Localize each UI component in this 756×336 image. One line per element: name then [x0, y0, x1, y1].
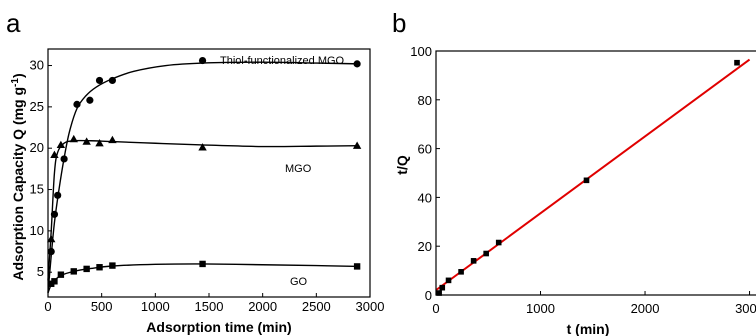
- fit-line: [436, 60, 750, 291]
- y-tick-label: 40: [418, 190, 432, 205]
- data-point: [199, 57, 206, 64]
- data-point: [584, 178, 590, 184]
- panel-a-ticks: 0 500 1000 1500 2000 2500 3000 5 10 15 20 25 30: [30, 58, 385, 314]
- data-point: [108, 136, 116, 143]
- fit-curve: [48, 141, 359, 281]
- data-point: [48, 248, 55, 255]
- y-tick-label: 5: [37, 264, 44, 279]
- panel-a-x-axis-title: Adsorption time (min): [146, 319, 291, 335]
- x-tick-label: 3000: [356, 299, 385, 314]
- x-tick-label: 0: [44, 299, 51, 314]
- y-tick-label: 80: [418, 93, 432, 108]
- panel-b-x-axis-title: t (min): [567, 321, 610, 336]
- panel-a-y-axis-title: Adsorption Capacity Q (mg g-1): [10, 73, 26, 280]
- panel-b-letter: b: [392, 8, 406, 38]
- data-point: [71, 268, 77, 274]
- data-point: [95, 139, 103, 146]
- x-tick-label: 2500: [302, 299, 331, 314]
- y-tick-label: 25: [30, 99, 44, 114]
- data-point: [54, 192, 61, 199]
- data-point: [96, 264, 102, 270]
- fit-curve: [48, 264, 359, 293]
- panel-b: b 0 1000 2000 3000 0 20 40 60 80 100 t (min) t/Q: [392, 8, 756, 336]
- data-point: [109, 262, 115, 268]
- data-point: [57, 141, 65, 148]
- x-tick-label: 2000: [248, 299, 277, 314]
- y-tick-label: 20: [30, 140, 44, 155]
- data-point: [199, 261, 205, 267]
- fit-curve: [48, 62, 359, 293]
- data-point: [109, 77, 116, 84]
- x-tick-label: 2000: [631, 301, 660, 316]
- data-point: [96, 77, 103, 84]
- series-label-go: GO: [290, 276, 308, 288]
- panel-a-letter: a: [6, 8, 21, 38]
- y-tick-label: 15: [30, 182, 44, 197]
- data-point: [354, 60, 361, 67]
- data-point: [73, 101, 80, 108]
- x-tick-label: 0: [432, 301, 439, 316]
- data-point: [58, 271, 64, 277]
- series-label-mgo: MGO: [285, 163, 312, 175]
- panel-b-fit-line-group: [436, 60, 750, 291]
- data-point: [70, 135, 78, 142]
- data-point: [471, 258, 477, 264]
- panel-b-data-points: [436, 60, 739, 296]
- y-tick-label: 0: [425, 288, 432, 303]
- data-point: [83, 266, 89, 272]
- panel-b-y-axis-title: t/Q: [394, 155, 410, 175]
- panel-a-data-points: [47, 57, 361, 287]
- data-point: [61, 155, 68, 162]
- panel-a: a 0 500 1000 1500 2000 2500 3000 5 10 15 20 25 30 Th…: [6, 8, 384, 335]
- panel-a-y-axis-suffix: ): [10, 73, 26, 78]
- x-tick-label: 1000: [141, 299, 170, 314]
- data-point: [439, 285, 445, 291]
- panel-b-ticks: 0 1000 2000 3000 0 20 40 60 80 100: [410, 44, 756, 316]
- y-tick-label: 10: [30, 223, 44, 238]
- data-point: [496, 240, 502, 246]
- y-tick-label: 30: [30, 58, 44, 73]
- x-tick-label: 1000: [526, 301, 555, 316]
- data-point: [51, 278, 57, 284]
- data-point: [734, 60, 740, 66]
- x-tick-label: 500: [91, 299, 113, 314]
- data-point: [483, 251, 489, 257]
- data-point: [51, 211, 58, 218]
- y-tick-label: 100: [410, 44, 432, 59]
- data-point: [354, 263, 360, 269]
- data-point: [446, 278, 452, 284]
- panel-a-fit-curves: [48, 62, 359, 293]
- data-point: [458, 269, 464, 275]
- x-tick-label: 1500: [195, 299, 224, 314]
- data-point: [86, 97, 93, 104]
- series-label-thiol-mgo: Thiol-functionalized MGO: [220, 55, 345, 67]
- y-tick-label: 60: [418, 142, 432, 157]
- x-tick-label: 3000: [735, 301, 756, 316]
- y-tick-label: 20: [418, 239, 432, 254]
